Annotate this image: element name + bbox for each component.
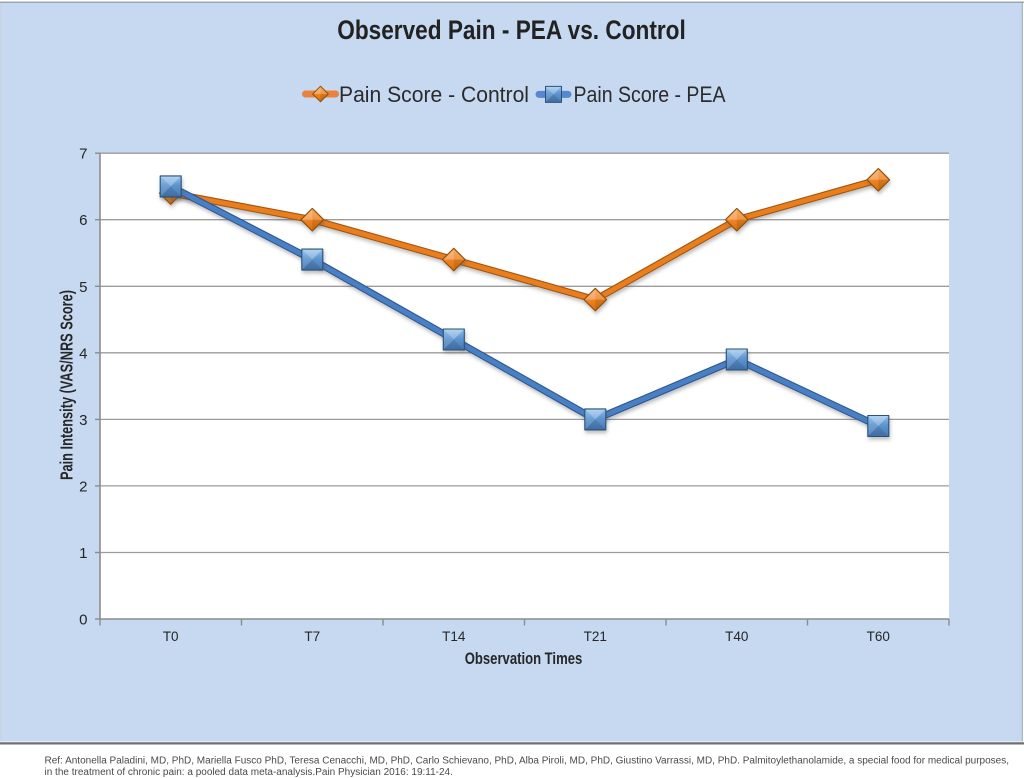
svg-text:Observation Times: Observation Times bbox=[465, 650, 583, 668]
svg-text:3: 3 bbox=[79, 412, 87, 429]
svg-text:6: 6 bbox=[79, 212, 87, 229]
svg-text:T21: T21 bbox=[584, 629, 607, 644]
svg-text:T60: T60 bbox=[867, 629, 890, 644]
svg-text:in the treatment of chronic pa: in the treatment of chronic pain: a pool… bbox=[45, 767, 453, 778]
svg-text:T0: T0 bbox=[163, 629, 179, 644]
svg-text:1: 1 bbox=[79, 545, 87, 562]
svg-text:Pain Score - PEA: Pain Score - PEA bbox=[574, 82, 726, 107]
svg-text:0: 0 bbox=[79, 611, 87, 628]
svg-text:7: 7 bbox=[79, 146, 87, 163]
svg-text:2: 2 bbox=[79, 478, 87, 495]
svg-text:4: 4 bbox=[79, 345, 87, 362]
svg-text:5: 5 bbox=[79, 279, 87, 296]
svg-text:T40: T40 bbox=[725, 629, 748, 644]
svg-text:Pain Intensity (VAS/NRS Score): Pain Intensity (VAS/NRS Score) bbox=[57, 290, 77, 480]
svg-text:T7: T7 bbox=[304, 629, 320, 644]
svg-text:Ref: Antonella Paladini, MD, P: Ref: Antonella Paladini, MD, PhD, Mariel… bbox=[45, 756, 1010, 767]
svg-text:Observed Pain - PEA vs. Contro: Observed Pain - PEA vs. Control bbox=[337, 15, 686, 45]
svg-text:Pain Score - Control: Pain Score - Control bbox=[339, 82, 529, 107]
svg-text:T14: T14 bbox=[442, 629, 466, 644]
